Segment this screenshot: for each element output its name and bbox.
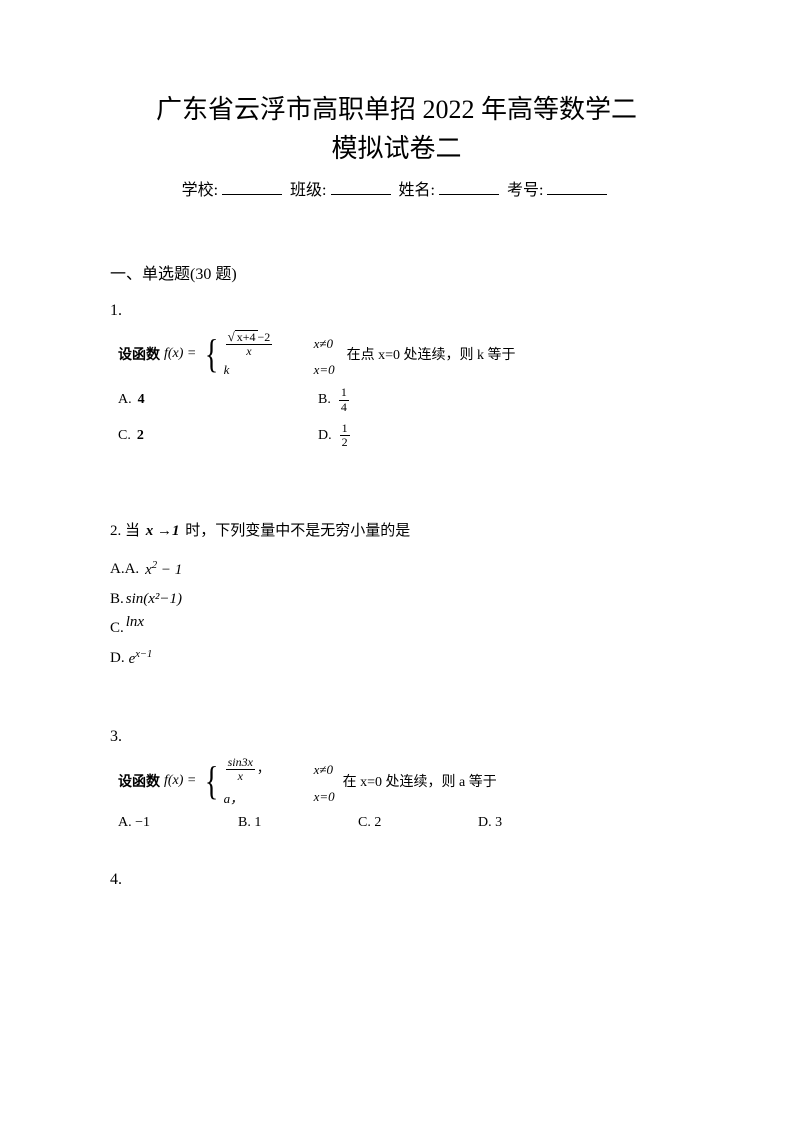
page-title: 广东省云浮市高职单招 2022 年高等数学二 模拟试卷二	[110, 90, 683, 168]
q1-optC-label: C.	[118, 428, 131, 444]
q1-option-c: C. 2	[118, 422, 318, 449]
examno-label: 考号:	[507, 182, 543, 199]
student-info-line: 学校: 班级: 姓名: 考号:	[110, 176, 683, 200]
q1-den: x	[244, 345, 253, 358]
class-blank	[331, 194, 391, 195]
q1-optA-val: 4	[138, 392, 145, 408]
q1-optB-label: B.	[318, 392, 331, 408]
q3-case1-den: x	[236, 770, 245, 783]
q3-option-b: B. 1	[238, 815, 358, 831]
q3-options: A. −1 B. 1 C. 2 D. 3	[118, 815, 683, 831]
class-label: 班级:	[290, 182, 326, 199]
q2-option-a: A.A. x2 − 1	[110, 560, 683, 579]
q1-optD-label: D.	[318, 428, 332, 444]
q3-cond1: x≠0	[314, 762, 333, 778]
q2-options: A.A. x2 − 1 B. sin(x²−1) C. lnx D. ex−1	[110, 560, 683, 668]
q1-prefix: 设函数	[118, 344, 160, 364]
q1-optB-den: 4	[339, 401, 349, 414]
q2-tail: 时，下列变量中不是无穷小量的是	[185, 523, 410, 539]
q2-optB-val: sin(x²−1)	[126, 591, 182, 608]
q2-optA-label: A.A.	[110, 561, 139, 578]
q1-cond2: x=0	[314, 362, 335, 378]
q2-optD-sup: x−1	[135, 649, 152, 660]
q2-optD-label: D.	[110, 650, 125, 667]
q1-option-d: D. 1 2	[318, 422, 518, 449]
q1-optB-num: 1	[339, 386, 349, 400]
q2-optA-val: x2 − 1	[145, 560, 182, 579]
title-line2: 模拟试卷二	[110, 129, 683, 168]
q3-case1-num: sin3x	[226, 756, 255, 770]
question-1: 1. 设函数 f(x) = { √x+4−2 x	[110, 302, 683, 449]
q2-optC-label: C.	[110, 620, 124, 637]
q1-optD-num: 1	[340, 422, 350, 436]
q2-optD-val: ex−1	[129, 649, 153, 668]
question-4: 4.	[110, 871, 683, 889]
q3-option-c: C. 2	[358, 815, 478, 831]
q1-case2-expr: k	[224, 362, 314, 378]
q3-comma: ，	[257, 761, 270, 776]
q2-stem: 2. 当 x →1 时，下列变量中不是无穷小量的是	[110, 519, 683, 540]
examno-blank	[547, 194, 607, 195]
title-line1: 广东省云浮市高职单招 2022 年高等数学二	[110, 90, 683, 129]
q1-sqrt-body: x+4	[235, 330, 258, 344]
q1-number: 1.	[110, 302, 683, 320]
q1-option-b: B. 1 4	[318, 386, 518, 413]
q4-number: 4.	[110, 871, 683, 889]
q1-stem: 设函数 f(x) = { √x+4−2 x x	[118, 330, 683, 378]
q3-piecewise: { sin3x x ， x≠0 a， x=0	[200, 756, 334, 806]
q3-tail: 在 x=0 处连续，则 a 等于	[343, 771, 497, 791]
q2-number: 2.	[110, 523, 121, 539]
name-blank	[439, 194, 499, 195]
q3-option-d: D. 3	[478, 815, 598, 831]
q1-optD-den: 2	[340, 436, 350, 449]
q3-prefix: 设函数	[118, 771, 160, 791]
q3-cond2: x=0	[314, 789, 335, 805]
q2-prefix: 当	[125, 523, 140, 539]
q3-case2-expr: a，	[224, 788, 314, 807]
section-header: 一、单选题(30 题)	[110, 260, 683, 284]
q3-func: f(x) =	[164, 773, 196, 789]
q1-optA-label: A.	[118, 392, 132, 408]
q1-piecewise: { √x+4−2 x x≠0	[200, 330, 334, 378]
q3-option-a: A. −1	[118, 815, 238, 831]
q3-stem: 设函数 f(x) = { sin3x x ， x≠0	[118, 756, 683, 806]
school-blank	[222, 194, 282, 195]
q2-option-c: C. lnx	[110, 620, 683, 637]
q1-optC-val: 2	[137, 428, 144, 444]
question-3: 3. 设函数 f(x) = { sin3x x ， x≠0	[110, 728, 683, 830]
q2-option-b: B. sin(x²−1)	[110, 591, 683, 608]
q3-number: 3.	[110, 728, 683, 746]
q1-options: A. 4 B. 1 4 C. 2 D. 1 2	[118, 386, 683, 449]
brace-icon: {	[205, 334, 218, 374]
school-label: 学校:	[182, 182, 218, 199]
q2-optC-val: lnx	[126, 614, 144, 631]
question-2: 2. 当 x →1 时，下列变量中不是无穷小量的是 A.A. x2 − 1 B.…	[110, 519, 683, 668]
name-label: 姓名:	[399, 182, 435, 199]
q2-option-d: D. ex−1	[110, 649, 683, 668]
q1-tail: 在点 x=0 处连续，则 k 等于	[347, 344, 516, 364]
q1-num-tail: −2	[258, 330, 271, 344]
q1-cond1: x≠0	[314, 336, 333, 352]
brace-icon: {	[205, 761, 218, 801]
q2-optB-label: B.	[110, 591, 124, 608]
q1-option-a: A. 4	[118, 386, 318, 413]
q2-mid: x →1	[146, 523, 180, 539]
q1-func: f(x) =	[164, 346, 196, 362]
